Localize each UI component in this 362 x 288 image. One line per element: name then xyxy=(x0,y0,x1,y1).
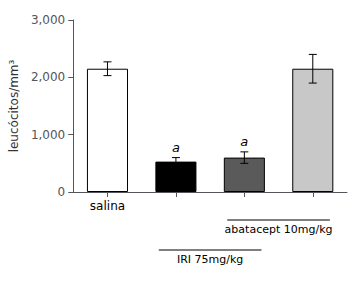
svg-text:a: a xyxy=(240,134,248,149)
svg-text:IRI 75mg/kg: IRI 75mg/kg xyxy=(177,253,243,266)
svg-text:0: 0 xyxy=(58,185,66,199)
svg-text:2,000: 2,000 xyxy=(31,70,65,84)
svg-text:abatacept 10mg/kg: abatacept 10mg/kg xyxy=(225,223,333,236)
svg-text:leucócitos/mm³: leucócitos/mm³ xyxy=(7,59,21,152)
svg-text:salina: salina xyxy=(90,199,125,213)
svg-text:3,000: 3,000 xyxy=(31,13,65,27)
svg-text:1,000: 1,000 xyxy=(31,128,65,142)
svg-text:a: a xyxy=(172,140,180,155)
